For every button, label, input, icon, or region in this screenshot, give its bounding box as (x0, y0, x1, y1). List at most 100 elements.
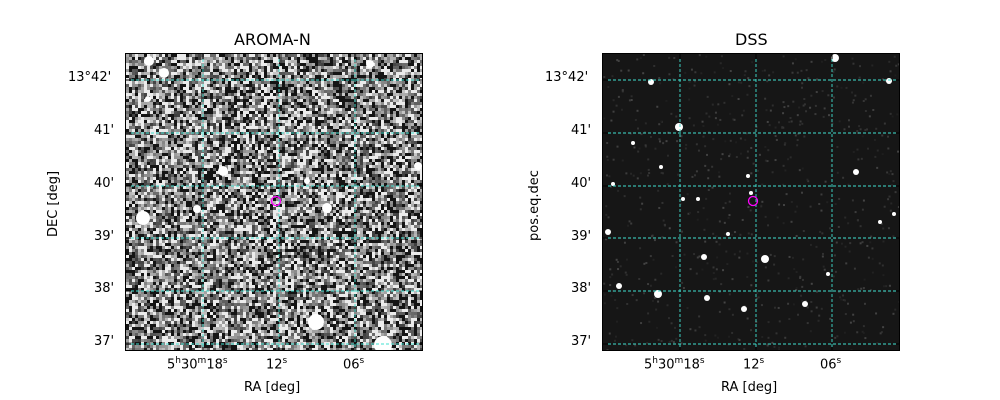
noise-pixel (381, 180, 384, 183)
noise-pixel (294, 144, 297, 147)
noise-pixel (177, 126, 180, 129)
noise-pixel (207, 57, 210, 60)
noise-pixel (183, 99, 186, 102)
noise-pixel (387, 171, 390, 174)
noise-pixel (159, 63, 162, 66)
noise-pixel (336, 96, 339, 99)
noise-pixel (180, 72, 183, 75)
noise-pixel (159, 132, 162, 135)
noise-pixel (294, 153, 297, 156)
noise-pixel (261, 171, 264, 174)
noise-pixel (225, 153, 228, 156)
noise-pixel (276, 132, 279, 135)
noise-pixel (366, 192, 369, 195)
noise-pixel (165, 102, 168, 105)
noise-pixel (255, 105, 258, 108)
noise-pixel (312, 54, 315, 57)
noise-pixel (204, 129, 207, 132)
noise-pixel (417, 141, 420, 144)
noise-pixel (201, 189, 204, 192)
noise-pixel (216, 132, 219, 135)
noise-pixel (144, 201, 147, 204)
noise-pixel (222, 129, 225, 132)
noise-pixel (216, 147, 219, 150)
noise-pixel (183, 114, 186, 117)
noise-pixel (291, 168, 294, 171)
noise-pixel (147, 168, 150, 171)
noise-pixel (408, 60, 411, 63)
noise-pixel (402, 141, 405, 144)
noise-pixel (135, 63, 138, 66)
noise-pixel (138, 165, 141, 168)
noise-pixel (390, 141, 393, 144)
noise-pixel (318, 153, 321, 156)
noise-pixel (261, 117, 264, 120)
noise-pixel (363, 54, 366, 57)
noise-pixel (315, 156, 318, 159)
noise-pixel (207, 99, 210, 102)
noise-pixel (369, 162, 372, 165)
noise-pixel (201, 180, 204, 183)
noise-pixel (354, 165, 357, 168)
noise-pixel (360, 198, 363, 201)
noise-pixel (306, 156, 309, 159)
noise-pixel (267, 183, 270, 186)
noise-pixel (132, 66, 135, 69)
noise-pixel (408, 144, 411, 147)
noise-pixel (264, 156, 267, 159)
noise-pixel (126, 198, 129, 201)
noise-pixel (330, 84, 333, 87)
noise-pixel (213, 117, 216, 120)
noise-pixel (357, 141, 360, 144)
noise-pixel (225, 192, 228, 195)
noise-pixel (129, 180, 132, 183)
noise-pixel (270, 75, 273, 78)
noise-pixel (210, 72, 213, 75)
noise-pixel (378, 63, 381, 66)
noise-pixel (207, 60, 210, 63)
noise-pixel (330, 81, 333, 84)
noise-pixel (234, 189, 237, 192)
noise-pixel (204, 114, 207, 117)
noise-pixel (273, 84, 276, 87)
noise-pixel (366, 144, 369, 147)
noise-pixel (213, 168, 216, 171)
noise-pixel (312, 78, 315, 81)
noise-pixel (132, 168, 135, 171)
noise-pixel (273, 156, 276, 159)
noise-pixel (267, 99, 270, 102)
noise-pixel (408, 108, 411, 111)
noise-pixel (258, 108, 261, 111)
noise-pixel (237, 159, 240, 162)
noise-pixel (417, 72, 420, 75)
noise-pixel (201, 66, 204, 69)
noise-pixel (141, 147, 144, 150)
noise-pixel (132, 183, 135, 186)
noise-pixel (258, 105, 261, 108)
noise-pixel (372, 87, 375, 90)
noise-pixel (138, 54, 141, 57)
noise-pixel (180, 120, 183, 123)
noise-pixel (351, 105, 354, 108)
noise-pixel (339, 174, 342, 177)
noise-pixel (375, 129, 378, 132)
noise-pixel (222, 96, 225, 99)
noise-pixel (369, 96, 372, 99)
noise-pixel (186, 78, 189, 81)
noise-pixel (195, 78, 198, 81)
noise-pixel (144, 189, 147, 192)
noise-pixel (240, 150, 243, 153)
noise-pixel (207, 75, 210, 78)
noise-pixel (135, 165, 138, 168)
noise-pixel (156, 171, 159, 174)
noise-pixel (363, 198, 366, 201)
noise-pixel (132, 174, 135, 177)
noise-pixel (306, 186, 309, 189)
noise-pixel (147, 93, 150, 96)
noise-pixel (363, 189, 366, 192)
noise-pixel (213, 171, 216, 174)
noise-pixel (192, 54, 195, 57)
noise-pixel (306, 153, 309, 156)
noise-pixel (354, 81, 357, 84)
noise-pixel (129, 81, 132, 84)
